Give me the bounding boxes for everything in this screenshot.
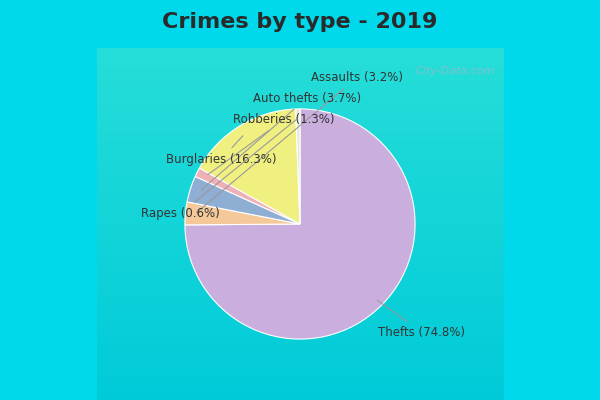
Wedge shape (296, 109, 300, 224)
Text: Rapes (0.6%): Rapes (0.6%) (142, 120, 296, 220)
Text: City-Data.com: City-Data.com (415, 66, 495, 76)
Wedge shape (187, 176, 300, 224)
Wedge shape (185, 109, 415, 339)
Text: Assaults (3.2%): Assaults (3.2%) (197, 71, 403, 212)
Wedge shape (195, 168, 300, 224)
Text: Crimes by type - 2019: Crimes by type - 2019 (163, 12, 437, 32)
Wedge shape (199, 109, 300, 224)
Wedge shape (185, 202, 300, 225)
Text: Thefts (74.8%): Thefts (74.8%) (377, 300, 466, 339)
Text: Burglaries (16.3%): Burglaries (16.3%) (166, 136, 277, 166)
Text: Auto thefts (3.7%): Auto thefts (3.7%) (201, 92, 361, 190)
Text: Robberies (1.3%): Robberies (1.3%) (208, 113, 335, 175)
